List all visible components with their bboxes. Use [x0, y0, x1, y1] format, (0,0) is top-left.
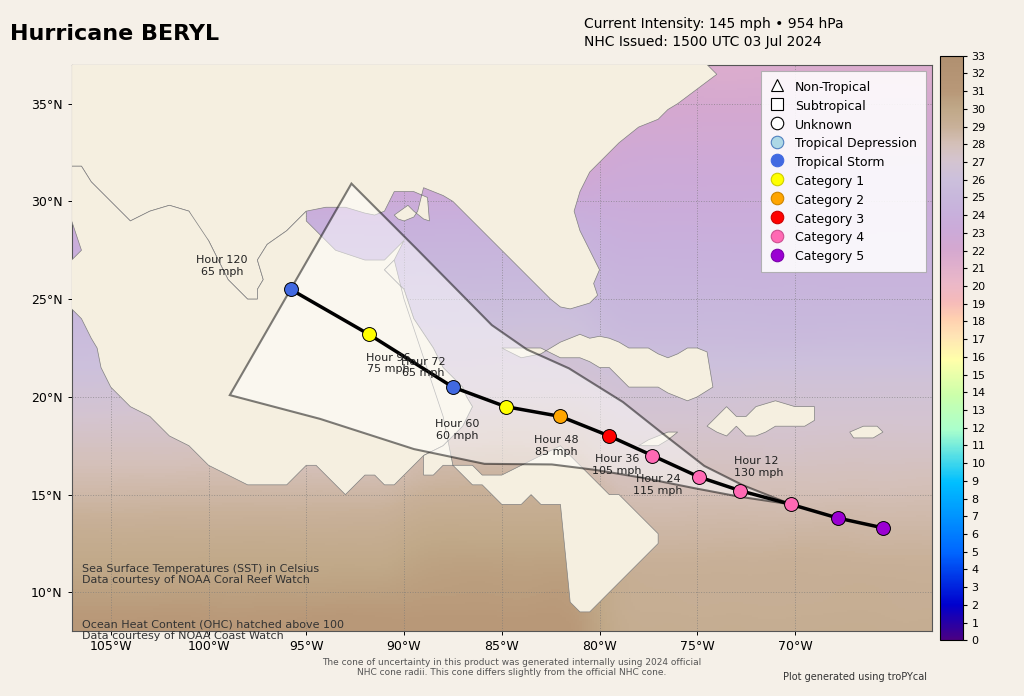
- Text: Current Intensity: 145 mph • 954 hPa: Current Intensity: 145 mph • 954 hPa: [584, 17, 844, 31]
- Text: Hour 72
65 mph: Hour 72 65 mph: [401, 357, 445, 379]
- Text: Hour 48
85 mph: Hour 48 85 mph: [535, 435, 579, 457]
- Text: Hurricane BERYL: Hurricane BERYL: [10, 24, 219, 45]
- Polygon shape: [384, 260, 658, 612]
- Text: NHC Issued: 1500 UTC 03 Jul 2024: NHC Issued: 1500 UTC 03 Jul 2024: [584, 35, 821, 49]
- Polygon shape: [639, 432, 678, 445]
- Text: Plot generated using troPYcal: Plot generated using troPYcal: [782, 672, 927, 682]
- Text: Hour 120
65 mph: Hour 120 65 mph: [197, 255, 248, 277]
- Text: Hour 96
75 mph: Hour 96 75 mph: [367, 353, 411, 374]
- Text: The cone of uncertainty in this product was generated internally using 2024 offi: The cone of uncertainty in this product …: [323, 658, 701, 677]
- Text: Ocean Heat Content (OHC) hatched above 100
Data courtesy of NOAA Coast Watch: Ocean Heat Content (OHC) hatched above 1…: [82, 619, 344, 641]
- Polygon shape: [229, 184, 792, 505]
- Polygon shape: [61, 166, 472, 495]
- Text: Hour 36
105 mph: Hour 36 105 mph: [592, 454, 642, 476]
- Polygon shape: [502, 334, 713, 401]
- Text: Hour 60
60 mph: Hour 60 60 mph: [434, 419, 479, 441]
- Legend: Non-Tropical, Subtropical, Unknown, Tropical Depression, Tropical Storm, Categor: Non-Tropical, Subtropical, Unknown, Trop…: [761, 71, 926, 272]
- Text: Hour 24
115 mph: Hour 24 115 mph: [634, 474, 683, 496]
- Polygon shape: [850, 426, 883, 438]
- Text: Hour 12
130 mph: Hour 12 130 mph: [734, 457, 784, 478]
- Polygon shape: [72, 0, 856, 309]
- Text: Sea Surface Temperatures (SST) in Celsius
Data courtesy of NOAA Coral Reef Watch: Sea Surface Temperatures (SST) in Celsiu…: [82, 564, 319, 585]
- Polygon shape: [707, 401, 814, 436]
